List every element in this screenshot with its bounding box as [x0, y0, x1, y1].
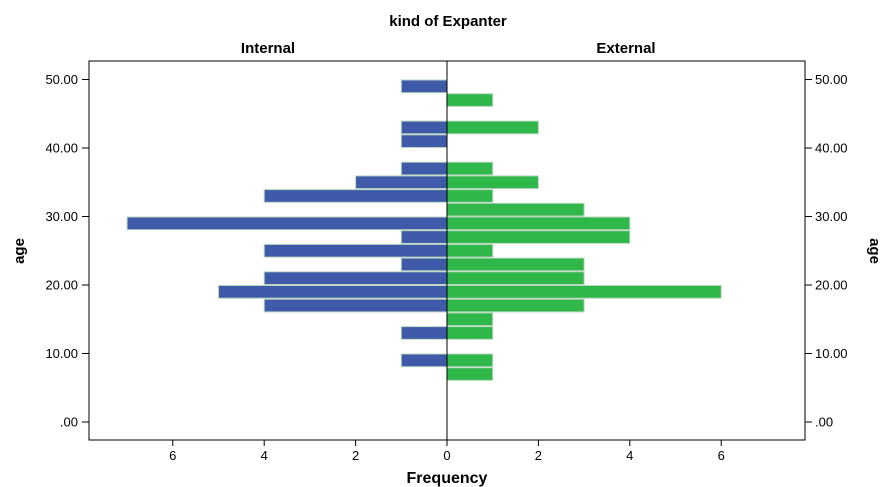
- bar-internal-8: [126, 216, 448, 231]
- y-tick-label-right: 20.00: [815, 278, 848, 293]
- x-axis: 6 4 2 0 2 4 6: [169, 440, 725, 463]
- y-tick-label-right: 10.00: [815, 346, 848, 361]
- bar-internal-12: [400, 134, 448, 149]
- x-tick-label: 6: [718, 448, 725, 463]
- bar-external-3: [446, 312, 494, 327]
- bar-external-10: [446, 216, 631, 231]
- bar-external-12: [446, 189, 494, 203]
- y-tick-label-right: 40.00: [815, 141, 848, 156]
- x-tick-label: 4: [626, 448, 633, 463]
- x-tick-label: 2: [535, 448, 542, 463]
- y-axis-label-left: age: [11, 238, 28, 264]
- y-tick-label-left: .00: [60, 415, 78, 430]
- bar-external-0: [446, 367, 494, 381]
- bar-external-6: [446, 271, 585, 285]
- y-tick-label-left: 40.00: [45, 141, 78, 156]
- y-axis-left: .00 10.00 20.00 30.00 40.00 50.00: [45, 72, 89, 430]
- bar-external-2: [446, 326, 494, 340]
- bar-internal-6: [263, 243, 448, 258]
- bar-internal-5: [400, 257, 448, 272]
- bar-external-11: [446, 202, 585, 217]
- bar-external-8: [446, 243, 494, 258]
- bar-internal-14: [400, 79, 448, 94]
- bar-external-4: [446, 298, 585, 313]
- bar-external-9: [446, 230, 631, 244]
- x-axis-label: Frequency: [407, 470, 488, 487]
- bar-internal-11: [400, 161, 448, 176]
- x-tick-label: 4: [261, 448, 268, 463]
- y-tick-label-right: 30.00: [815, 209, 848, 224]
- bar-external-7: [446, 257, 585, 272]
- bar-internal-3: [218, 285, 448, 299]
- bar-internal-13: [400, 120, 448, 135]
- y-axis-label-right: age: [866, 238, 883, 264]
- bar-internal-2: [263, 298, 448, 313]
- bar-external-13: [446, 175, 539, 190]
- y-tick-label-right: 50.00: [815, 72, 848, 87]
- panel-title-internal: Internal: [241, 40, 295, 57]
- bar-internal-4: [263, 271, 448, 285]
- bar-external-5: [446, 285, 722, 299]
- bar-internal-1: [400, 326, 448, 340]
- y-tick-label-right: .00: [815, 415, 833, 430]
- bar-internal-10: [355, 175, 448, 190]
- y-tick-label-left: 20.00: [45, 278, 78, 293]
- bars-group: [126, 61, 722, 440]
- y-tick-label-left: 50.00: [45, 72, 78, 87]
- y-tick-label-left: 10.00: [45, 346, 78, 361]
- chart-title: kind of Expanter: [389, 13, 507, 30]
- bar-external-16: [446, 93, 494, 107]
- panel-title-external: External: [596, 40, 655, 57]
- bar-external-1: [446, 353, 494, 368]
- bar-external-15: [446, 120, 539, 135]
- x-tick-label: 6: [169, 448, 176, 463]
- bar-internal-9: [263, 189, 448, 203]
- y-axis-right: .00 10.00 20.00 30.00 40.00 50.00: [805, 72, 848, 430]
- y-tick-label-left: 30.00: [45, 209, 78, 224]
- bar-internal-7: [400, 230, 448, 244]
- bar-internal-0: [400, 353, 448, 368]
- x-tick-label: 0: [443, 448, 450, 463]
- bar-external-14: [446, 161, 494, 176]
- x-tick-label: 2: [352, 448, 359, 463]
